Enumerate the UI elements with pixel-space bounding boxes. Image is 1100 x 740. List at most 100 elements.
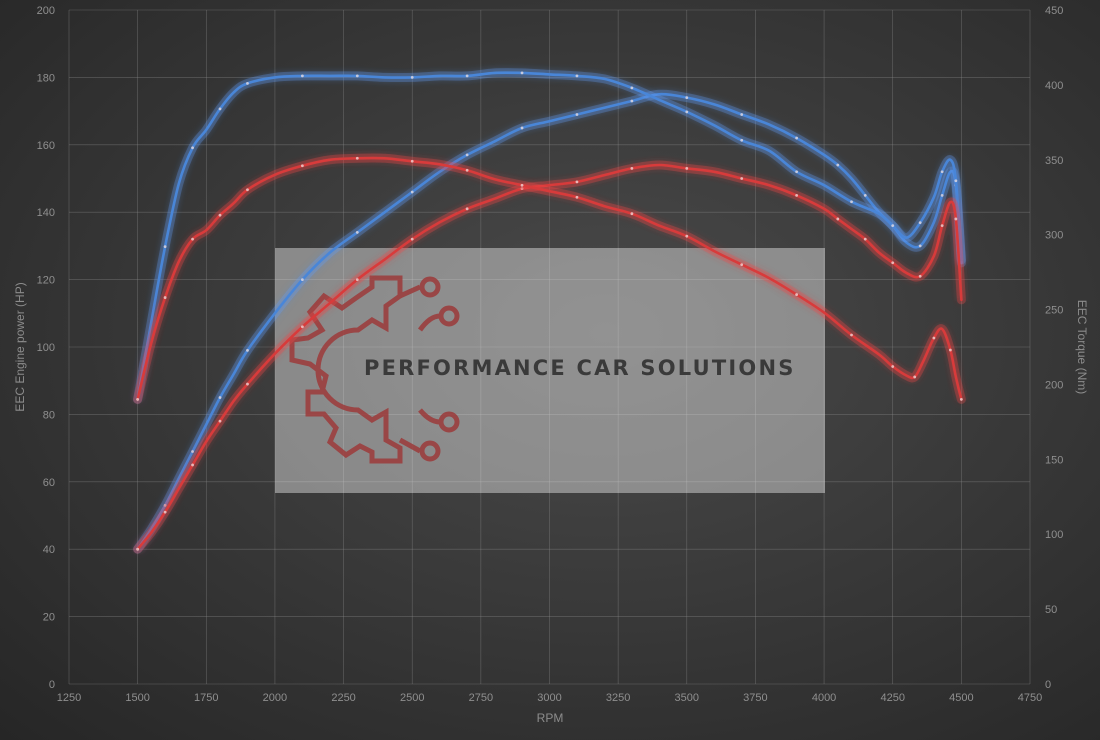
y-right-tick-label: 250 <box>1045 305 1063 317</box>
x-tick-label: 4500 <box>949 692 973 704</box>
data-point <box>465 153 469 157</box>
y-axis-left-title: EEC Engine power (HP) <box>13 282 27 411</box>
data-point <box>836 163 840 167</box>
data-point <box>410 76 414 79</box>
data-point <box>575 195 579 199</box>
y-left-tick-label: 180 <box>37 72 55 84</box>
y-left-tick-label: 200 <box>37 5 55 17</box>
x-axis-ticks: 1250 1500 1750 2000 2250 2500 2750 3000 3250 3500… <box>57 692 1042 704</box>
x-tick-label: 3250 <box>606 692 630 704</box>
y-left-tick-label: 20 <box>43 612 55 624</box>
x-tick-label: 2250 <box>331 692 355 704</box>
data-point <box>948 348 952 352</box>
y-left-tick-label: 80 <box>43 409 55 421</box>
data-point <box>740 177 744 180</box>
x-axis-title: RPM <box>537 711 564 725</box>
data-point <box>410 237 414 241</box>
y-left-tick-label: 120 <box>37 275 55 287</box>
y-right-tick-label: 450 <box>1045 5 1063 17</box>
data-point <box>740 113 744 116</box>
data-point <box>246 382 249 386</box>
y-right-tick-label: 350 <box>1045 155 1063 167</box>
data-point <box>940 170 944 174</box>
data-point <box>246 188 249 192</box>
watermark: PERFORMANCE CAR SOLUTIONS <box>275 248 825 493</box>
data-point <box>630 212 634 216</box>
series-1-line <box>136 71 963 401</box>
data-point <box>954 217 958 221</box>
y-right-tick-label: 400 <box>1045 80 1063 92</box>
data-point <box>940 224 944 228</box>
y-right-tick-label: 150 <box>1045 454 1063 466</box>
data-point <box>465 74 469 78</box>
data-point <box>959 398 963 401</box>
y-left-tick-label: 100 <box>37 342 55 354</box>
x-tick-label: 2500 <box>400 692 424 704</box>
data-point <box>191 450 194 453</box>
data-point <box>355 156 359 160</box>
y-right-tick-label: 50 <box>1045 604 1057 616</box>
y-left-tick-label: 40 <box>43 544 55 556</box>
x-tick-label: 3000 <box>537 692 561 704</box>
y-left-tick-label: 0 <box>49 679 55 691</box>
data-point <box>218 213 222 217</box>
data-point <box>218 396 222 399</box>
series-3-points <box>136 156 963 401</box>
data-point <box>191 463 194 467</box>
data-point <box>191 237 194 241</box>
data-point <box>218 419 222 423</box>
x-tick-label: 2000 <box>263 692 287 704</box>
data-point <box>685 234 689 238</box>
series-1-points <box>136 71 958 401</box>
data-point <box>863 237 867 241</box>
x-tick-label: 2750 <box>469 692 493 704</box>
data-point <box>630 86 634 90</box>
data-point <box>850 333 853 337</box>
x-tick-label: 3750 <box>743 692 767 704</box>
series-2-line <box>136 163 963 551</box>
data-point <box>355 231 359 234</box>
y-left-tick-label: 140 <box>37 207 55 219</box>
data-point <box>355 278 359 281</box>
y-axis-right-ticks: 0 50 100 150 200 250 300 350 400 450 <box>1045 5 1063 691</box>
gear-logo <box>289 275 460 464</box>
data-point <box>136 547 140 551</box>
data-point <box>891 365 895 368</box>
data-point <box>685 110 689 114</box>
data-point <box>795 293 799 296</box>
data-point <box>410 190 414 194</box>
data-point <box>410 159 414 163</box>
data-point <box>246 81 249 85</box>
data-point <box>795 136 799 140</box>
x-tick-label: 3500 <box>675 692 699 704</box>
data-point <box>300 74 304 78</box>
x-tick-label: 1750 <box>194 692 218 704</box>
data-point <box>575 113 579 116</box>
data-point <box>685 96 689 100</box>
y-right-tick-label: 0 <box>1045 679 1051 691</box>
data-point <box>520 187 524 191</box>
data-point <box>740 138 744 142</box>
data-point <box>355 74 359 78</box>
data-point <box>465 168 469 172</box>
data-point <box>300 325 304 329</box>
data-point <box>918 274 922 278</box>
data-point <box>520 183 524 187</box>
series-group <box>133 68 966 554</box>
data-point <box>850 200 853 204</box>
data-point <box>218 107 222 111</box>
data-point <box>575 180 579 184</box>
data-point <box>163 510 167 514</box>
data-point <box>465 207 469 211</box>
y-left-tick-label: 60 <box>43 477 55 489</box>
data-point <box>630 99 634 103</box>
x-tick-label: 4250 <box>880 692 904 704</box>
data-point <box>918 244 922 248</box>
data-point <box>300 164 304 168</box>
data-point <box>163 503 167 507</box>
y-right-tick-label: 300 <box>1045 230 1063 242</box>
data-point <box>246 348 249 352</box>
data-point <box>300 278 304 281</box>
data-point <box>191 146 194 150</box>
data-point <box>136 398 140 401</box>
